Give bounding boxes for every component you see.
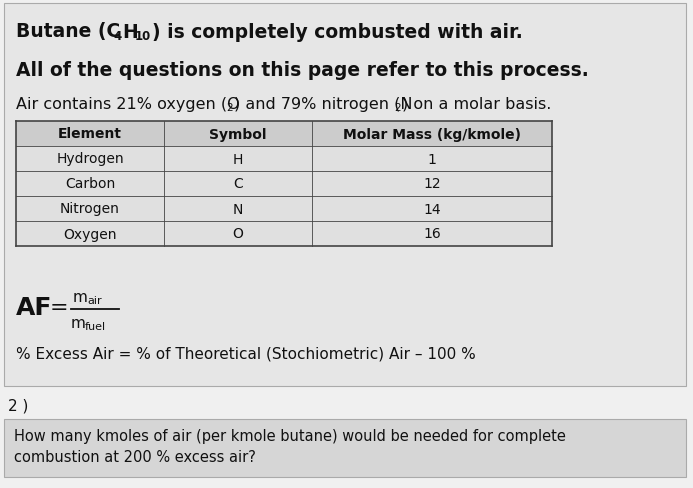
Text: Molar Mass (kg/kmole): Molar Mass (kg/kmole) [343, 127, 521, 141]
Text: =: = [50, 297, 69, 317]
Text: combustion at 200 % excess air?: combustion at 200 % excess air? [14, 449, 256, 465]
Text: H: H [122, 22, 138, 41]
Text: How many kmoles of air (per kmole butane) would be needed for complete: How many kmoles of air (per kmole butane… [14, 427, 566, 443]
Text: Air contains 21% oxygen (O: Air contains 21% oxygen (O [16, 96, 240, 111]
Text: Element: Element [58, 127, 122, 141]
Text: Nitrogen: Nitrogen [60, 202, 120, 216]
Text: 2: 2 [394, 103, 401, 113]
Text: 16: 16 [423, 227, 441, 241]
Text: C: C [233, 177, 243, 191]
Text: All of the questions on this page refer to this process.: All of the questions on this page refer … [16, 61, 589, 80]
FancyBboxPatch shape [16, 122, 552, 246]
Text: ) and 79% nitrogen (N: ) and 79% nitrogen (N [234, 96, 412, 111]
FancyBboxPatch shape [4, 419, 686, 477]
Text: Butane (C: Butane (C [16, 22, 121, 41]
Text: Symbol: Symbol [209, 127, 267, 141]
Text: m: m [73, 289, 88, 304]
Text: 14: 14 [423, 202, 441, 216]
Text: 12: 12 [423, 177, 441, 191]
Text: N: N [233, 202, 243, 216]
Text: 1: 1 [428, 152, 437, 166]
FancyBboxPatch shape [16, 122, 552, 147]
Text: ) on a molar basis.: ) on a molar basis. [402, 96, 552, 111]
Text: H: H [233, 152, 243, 166]
Text: Hydrogen: Hydrogen [56, 152, 124, 166]
Text: Carbon: Carbon [65, 177, 115, 191]
Text: 2: 2 [226, 103, 233, 113]
Text: fuel: fuel [85, 321, 106, 331]
Text: ) is completely combusted with air.: ) is completely combusted with air. [152, 22, 523, 41]
Text: Oxygen: Oxygen [63, 227, 116, 241]
Text: 2 ): 2 ) [8, 398, 28, 413]
Text: 10: 10 [135, 30, 151, 43]
Text: 4: 4 [113, 30, 121, 43]
FancyBboxPatch shape [4, 4, 686, 386]
Text: O: O [233, 227, 243, 241]
Text: AF: AF [16, 295, 53, 319]
Text: % Excess Air = % of Theoretical (Stochiometric) Air – 100 %: % Excess Air = % of Theoretical (Stochio… [16, 346, 476, 361]
Text: air: air [87, 295, 102, 305]
Text: m: m [71, 315, 86, 330]
